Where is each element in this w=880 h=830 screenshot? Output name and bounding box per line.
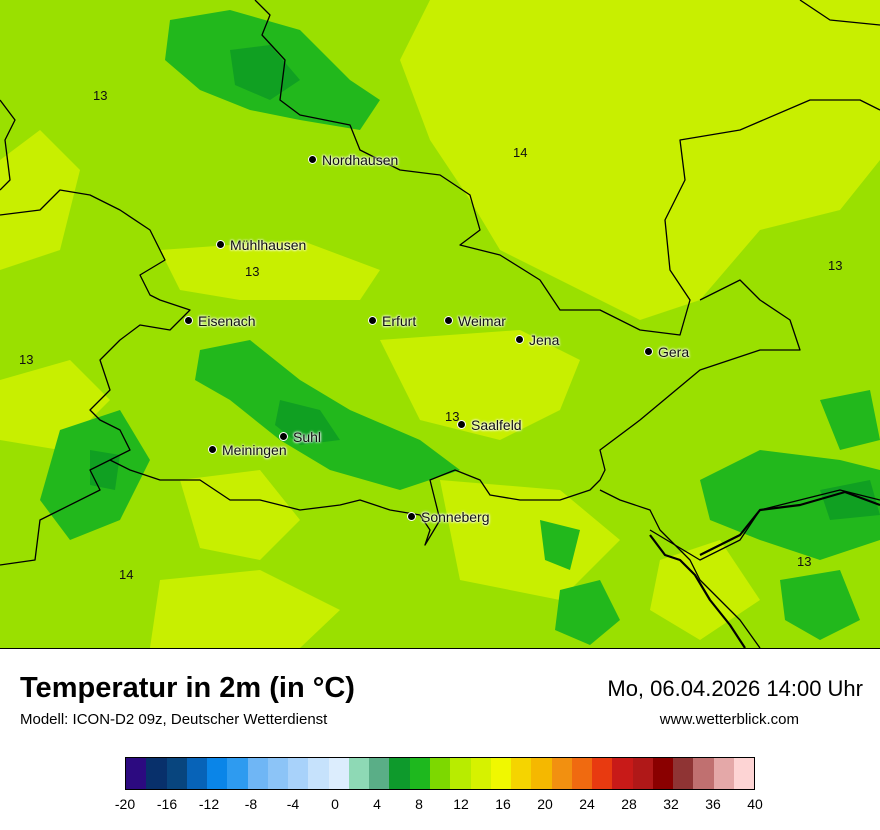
city-marker-icon	[444, 316, 453, 325]
legend-tick-label: 8	[415, 796, 423, 812]
legend-swatch	[369, 758, 390, 789]
legend-tick-label: 0	[331, 796, 339, 812]
map-background	[0, 0, 880, 648]
isoline-label: 13	[797, 554, 812, 569]
isoline-label: 14	[513, 145, 528, 160]
city-marker-icon	[308, 155, 317, 164]
legend-swatch	[733, 758, 755, 789]
legend-tick-label: -16	[156, 796, 178, 812]
city-label: Weimar	[444, 314, 506, 328]
city-label: Gera	[644, 345, 689, 359]
legend-swatch	[227, 758, 248, 789]
legend-swatch	[348, 758, 370, 789]
city-name: Nordhausen	[322, 152, 399, 168]
legend-swatch	[409, 758, 430, 789]
city-marker-icon	[208, 445, 217, 454]
legend-tick-label: 4	[373, 796, 381, 812]
legend-swatch	[713, 758, 734, 789]
legend-swatch	[632, 758, 653, 789]
city-marker-icon	[457, 420, 466, 429]
city-marker-icon	[184, 316, 193, 325]
forecast-datetime: Mo, 06.04.2026 14:00 Uhr	[607, 676, 863, 701]
legend-swatch	[429, 758, 451, 789]
color-legend	[125, 757, 755, 790]
legend-tick-label: 20	[537, 796, 553, 812]
city-name: Eisenach	[198, 313, 256, 329]
legend-tick-label: 28	[621, 796, 637, 812]
legend-tick-label: 24	[579, 796, 595, 812]
map-title: Temperatur in 2m (in °C)	[20, 672, 355, 704]
legend-tick-label: -8	[244, 796, 258, 812]
legend-swatch	[146, 758, 167, 789]
city-marker-icon	[407, 512, 416, 521]
isoline-label: 13	[445, 409, 460, 424]
legend-swatch	[693, 758, 714, 789]
city-label: Suhl	[279, 430, 321, 444]
legend-tick-label: -20	[114, 796, 136, 812]
legend-tick-label: 16	[495, 796, 511, 812]
legend-swatch	[470, 758, 491, 789]
legend-swatch	[571, 758, 593, 789]
legend-swatch	[652, 758, 674, 789]
legend-swatch	[308, 758, 329, 789]
city-marker-icon	[279, 432, 288, 441]
city-label: Meiningen	[208, 443, 287, 457]
legend-swatch	[490, 758, 512, 789]
legend-ticks: -20 -16 -12 -8 -4 0 4 8 12 16 20 24 28 32 36 40	[115, 796, 763, 814]
legend-swatch	[511, 758, 532, 789]
city-name: Saalfeld	[471, 417, 522, 433]
city-name: Sonneberg	[421, 509, 490, 525]
city-label: Jena	[515, 333, 559, 347]
legend-tick-label: 12	[453, 796, 469, 812]
legend-swatch	[592, 758, 613, 789]
city-label: Sonneberg	[407, 510, 490, 524]
legend-tick-label: -12	[198, 796, 220, 812]
legend-swatch	[247, 758, 268, 789]
legend-tick-label: 40	[747, 796, 763, 812]
legend-swatch	[389, 758, 410, 789]
legend-tick-label: -4	[286, 796, 300, 812]
city-label: Mühlhausen	[216, 238, 306, 252]
city-name: Gera	[658, 344, 690, 360]
legend-tick-label: 32	[663, 796, 679, 812]
legend-swatch	[551, 758, 572, 789]
legend-swatch	[166, 758, 187, 789]
city-marker-icon	[515, 335, 524, 344]
temperature-map: Nordhausen Mühlhausen Eisenach Erfurt Weimar…	[0, 0, 880, 649]
city-name: Mühlhausen	[230, 237, 307, 253]
legend-swatch	[267, 758, 289, 789]
legend-swatch	[288, 758, 309, 789]
legend-swatch	[450, 758, 471, 789]
isoline-label: 13	[93, 88, 108, 103]
legend-swatch	[328, 758, 349, 789]
legend-swatch	[673, 758, 694, 789]
legend-swatch	[612, 758, 633, 789]
isoline-label: 13	[828, 258, 843, 273]
legend-swatch	[186, 758, 208, 789]
city-label: Nordhausen	[308, 153, 398, 167]
city-name: Meiningen	[222, 442, 287, 458]
isoline-label: 14	[119, 567, 134, 582]
legend-swatch	[126, 758, 147, 789]
model-source: Modell: ICON-D2 09z, Deutscher Wetterdie…	[20, 711, 328, 728]
website-link[interactable]: www.wetterblick.com	[659, 711, 799, 728]
city-name: Weimar	[458, 313, 506, 329]
city-marker-icon	[368, 316, 377, 325]
city-name: Jena	[529, 332, 560, 348]
isoline-label: 13	[19, 352, 34, 367]
city-name: Suhl	[293, 429, 322, 445]
city-marker-icon	[644, 347, 653, 356]
city-marker-icon	[216, 240, 225, 249]
city-label: Eisenach	[184, 314, 256, 328]
isoline-label: 13	[245, 264, 260, 279]
city-label: Erfurt	[368, 314, 416, 328]
legend-swatch	[531, 758, 552, 789]
legend-tick-label: 36	[705, 796, 721, 812]
legend-swatch	[207, 758, 228, 789]
city-label: Saalfeld	[457, 418, 522, 432]
city-name: Erfurt	[382, 313, 417, 329]
